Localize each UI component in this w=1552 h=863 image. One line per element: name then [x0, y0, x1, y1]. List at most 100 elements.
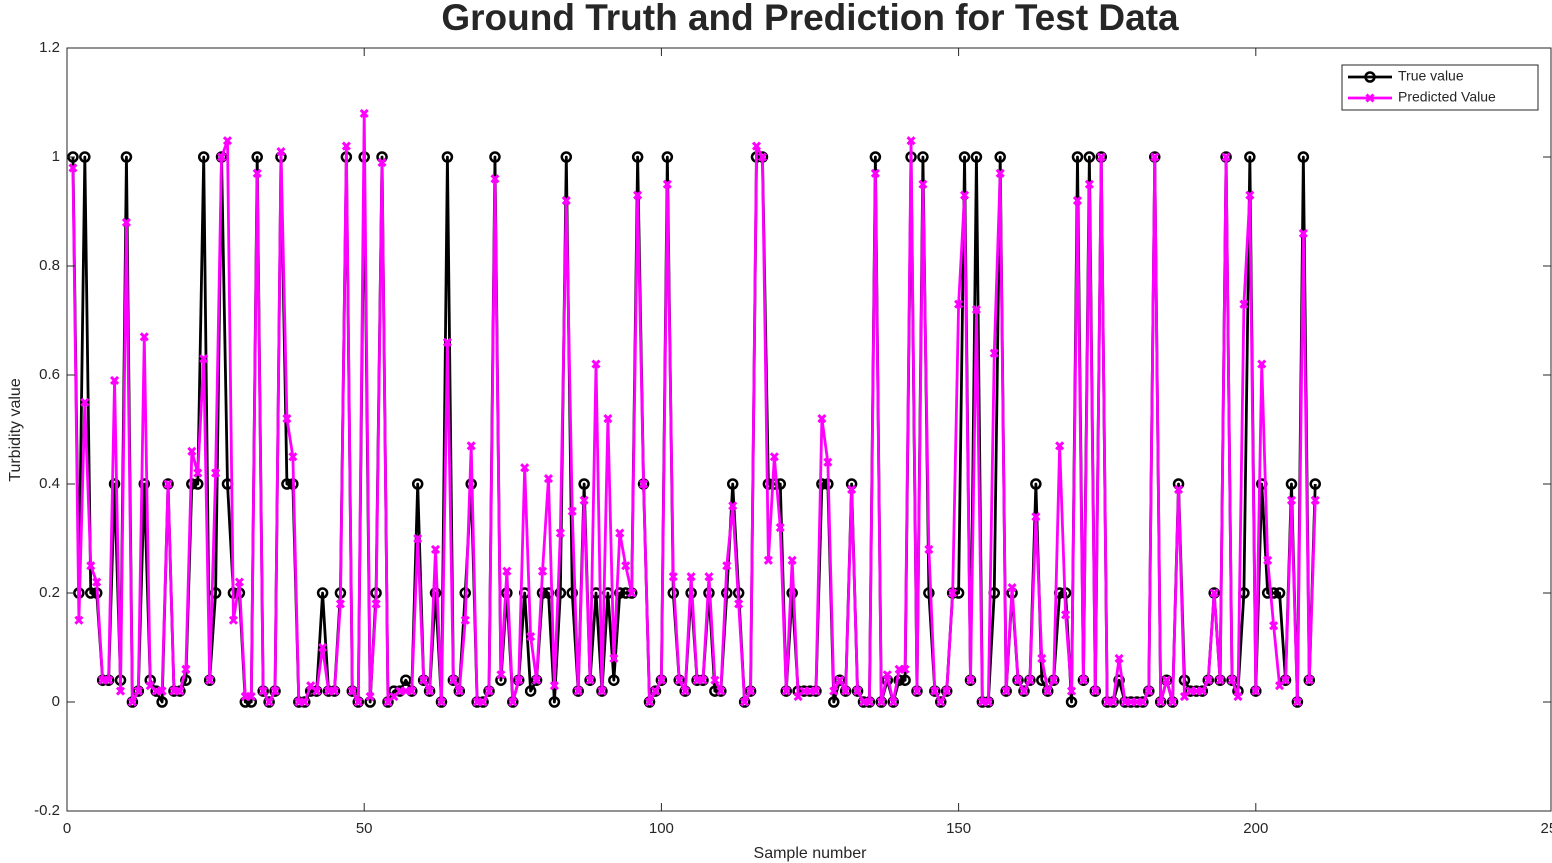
point [1245, 190, 1255, 200]
point [1251, 686, 1261, 696]
x-tick-label: 250 [1540, 820, 1552, 837]
point [288, 452, 298, 462]
point [948, 588, 958, 598]
point [852, 686, 863, 696]
legend-marker [1365, 93, 1375, 103]
point [958, 151, 971, 163]
point [180, 674, 192, 686]
point [936, 697, 946, 707]
point [138, 478, 151, 490]
point [965, 675, 976, 685]
series [68, 108, 1320, 707]
point [270, 686, 280, 696]
y-tick-label: 1.2 [39, 39, 60, 56]
point [680, 686, 690, 696]
point [430, 544, 441, 554]
point [139, 332, 149, 342]
point [560, 151, 573, 163]
point [633, 190, 643, 200]
point [745, 686, 756, 696]
point [661, 151, 674, 163]
point [121, 217, 132, 227]
point [197, 151, 210, 163]
point [441, 151, 454, 163]
point [726, 478, 739, 490]
point [1025, 675, 1035, 685]
point [864, 697, 875, 707]
point [490, 174, 500, 184]
point [157, 686, 167, 696]
point [1261, 587, 1274, 599]
point [763, 555, 773, 565]
point [365, 691, 375, 702]
point [115, 686, 126, 696]
point [86, 561, 96, 571]
point [187, 446, 197, 456]
point [900, 664, 910, 674]
point [1244, 151, 1256, 163]
point [1197, 686, 1207, 696]
point [520, 463, 530, 473]
point [817, 414, 827, 424]
point [644, 697, 655, 707]
point [318, 642, 328, 653]
point [120, 151, 133, 163]
chart-title: Ground Truth and Prediction for Test Dat… [441, 0, 1179, 38]
point [728, 501, 738, 511]
point [615, 528, 625, 538]
point [371, 599, 381, 609]
point [888, 697, 898, 707]
point [1007, 582, 1017, 593]
point [614, 587, 626, 599]
point [561, 196, 571, 206]
point [1138, 697, 1148, 707]
point [508, 697, 518, 707]
point [1280, 675, 1291, 685]
point [1168, 697, 1178, 707]
point [585, 675, 595, 685]
point [1263, 555, 1273, 565]
point [341, 141, 351, 151]
point [1221, 152, 1231, 162]
point [722, 561, 732, 571]
point [608, 674, 620, 686]
point [1001, 686, 1011, 696]
point [698, 675, 708, 685]
legend-box [1341, 64, 1539, 111]
point [828, 696, 840, 708]
point [983, 697, 993, 707]
point [1030, 478, 1042, 490]
point [959, 190, 970, 200]
point [994, 151, 1006, 163]
point [436, 697, 447, 707]
point [573, 686, 583, 696]
point [1084, 179, 1094, 189]
point [1309, 478, 1321, 490]
y-tick-label: 0.4 [39, 475, 60, 492]
point [775, 523, 785, 533]
point [751, 141, 762, 151]
point [537, 566, 548, 576]
point [68, 163, 78, 173]
point [478, 697, 488, 707]
point [104, 675, 114, 685]
point [1113, 674, 1125, 686]
point [127, 697, 137, 707]
y-tick-label: -0.2 [34, 802, 60, 819]
point [347, 686, 357, 696]
point [1285, 478, 1298, 490]
point [276, 146, 286, 157]
point [460, 615, 470, 625]
point [740, 697, 750, 707]
point [1227, 675, 1237, 685]
point [1304, 675, 1314, 685]
point [662, 179, 672, 189]
point [1090, 686, 1100, 696]
point [1215, 675, 1225, 685]
point [1144, 686, 1154, 696]
point [1156, 697, 1166, 707]
point [1078, 675, 1088, 685]
point [942, 686, 952, 696]
point [502, 566, 512, 576]
point [847, 484, 857, 495]
